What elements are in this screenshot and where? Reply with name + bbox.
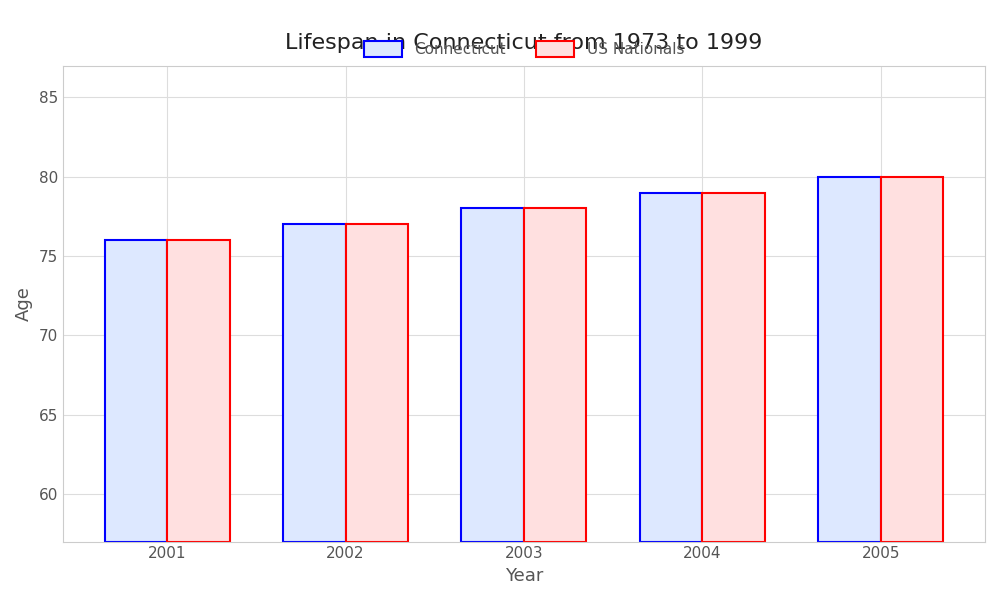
Legend: Connecticut, US Nationals: Connecticut, US Nationals [358, 35, 690, 64]
Bar [881, 177, 943, 542]
Title: Lifespan in Connecticut from 1973 to 1999: Lifespan in Connecticut from 1973 to 199… [285, 33, 763, 53]
Bar [524, 208, 586, 542]
Y-axis label: Age: Age [15, 286, 33, 321]
Bar [105, 240, 167, 542]
Bar [346, 224, 408, 542]
X-axis label: Year: Year [505, 567, 543, 585]
Bar [461, 208, 524, 542]
Bar [640, 193, 702, 542]
Bar [702, 193, 765, 542]
Bar [167, 240, 230, 542]
Bar [283, 224, 346, 542]
Bar [818, 177, 881, 542]
